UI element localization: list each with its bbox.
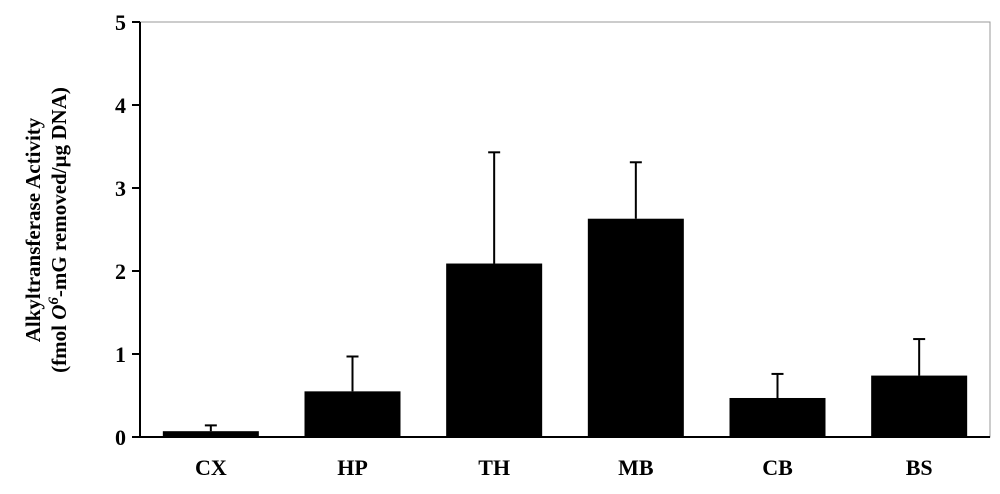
x-tick-label-mb: MB xyxy=(618,455,654,480)
y-axis-title: Alkyltransferase Activity (fmol O6-mG re… xyxy=(21,87,71,373)
bar-th xyxy=(446,263,543,437)
y-tick-label: 3 xyxy=(115,176,126,201)
y-tick-label: 5 xyxy=(115,10,126,35)
y-tick-label: 1 xyxy=(115,342,126,367)
x-tick-label-bs: BS xyxy=(906,455,933,480)
error-bars xyxy=(204,151,926,432)
y-axis-title-superscript: 6 xyxy=(46,297,62,305)
y-tick-label: 2 xyxy=(115,259,126,284)
y-axis-title-prefix: (fmol xyxy=(47,320,71,373)
y-axis-title-line2: (fmol O6-mG removed/µg DNA) xyxy=(46,87,71,373)
bar-hp xyxy=(304,391,401,437)
x-tick-label-cb: CB xyxy=(762,455,793,480)
x-tick-labels: CX HP TH MB CB BS xyxy=(195,455,933,480)
bar-cb xyxy=(729,397,826,437)
y-axis-title-suffix: -mG removed/µg DNA) xyxy=(47,87,71,297)
bar-mb xyxy=(587,218,684,437)
x-tick-label-cx: CX xyxy=(195,455,227,480)
bars xyxy=(162,218,968,437)
y-ticks: 0 1 2 3 4 5 xyxy=(115,10,140,450)
bar-bs xyxy=(871,375,968,437)
y-tick-label: 0 xyxy=(115,425,126,450)
x-tick-label-th: TH xyxy=(478,455,510,480)
plot-frame xyxy=(139,21,991,438)
y-tick-label: 4 xyxy=(115,93,126,118)
x-tick-label-hp: HP xyxy=(337,455,368,480)
y-axis-title-italic: O xyxy=(47,305,71,320)
bar-cx xyxy=(162,431,259,437)
y-axis-title-line1: Alkyltransferase Activity xyxy=(21,117,45,342)
